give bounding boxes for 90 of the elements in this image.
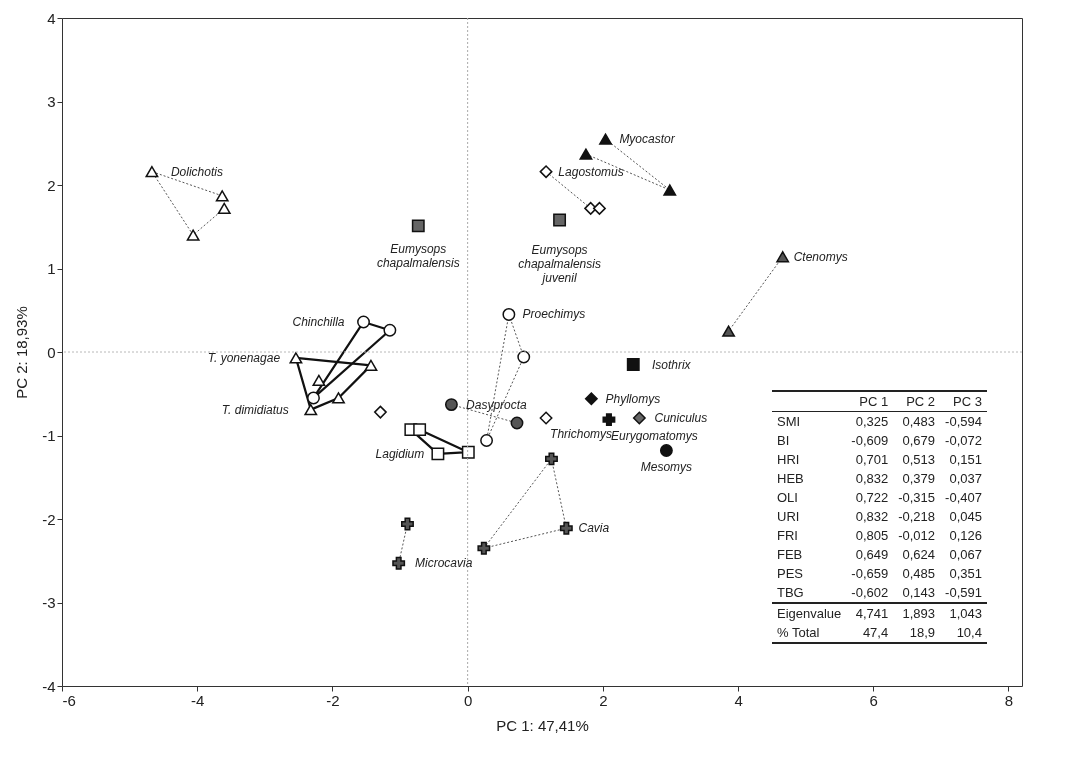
y-tick-label: 2 — [47, 176, 56, 194]
y-tick-label: -4 — [42, 677, 56, 695]
annotation: -0,407 — [944, 489, 983, 507]
annotation: Myocastor — [619, 132, 676, 147]
annotation: 0,351 — [948, 565, 983, 583]
annotation: Lagidium — [375, 446, 425, 461]
annotation: Mesomys — [640, 460, 693, 475]
annotation: OLI — [776, 489, 799, 507]
annotation: -0,012 — [897, 527, 937, 545]
y-axis-title: PC 2: 18,93% — [13, 306, 31, 399]
annotation: PC 3 — [952, 393, 983, 411]
annotation: BI — [776, 432, 791, 450]
annotation: -0,659 — [850, 565, 890, 583]
annotation: -0,218 — [897, 508, 937, 526]
annotation: Ctenomys — [793, 249, 848, 264]
annotation: 0,126 — [948, 527, 983, 545]
annotation: Eurygomatomys — [611, 429, 698, 444]
annotation: Cavia — [578, 521, 610, 536]
annotation: 0,805 — [854, 527, 890, 545]
annotation: -0,315 — [897, 489, 937, 507]
annotation: 0,325 — [854, 413, 890, 431]
annotation: 0,143 — [901, 584, 937, 602]
annotation: 0,483 — [901, 413, 937, 431]
annotation: FRI — [776, 527, 799, 545]
annotation: 1,893 — [901, 605, 937, 623]
annotation: T. dimidiatus — [221, 402, 289, 417]
annotation: HEB — [776, 470, 805, 488]
annotation: 0,624 — [901, 546, 937, 564]
annotation: 4,741 — [854, 605, 890, 623]
annotation: Dasyprocta — [466, 397, 528, 412]
annotation: Lagostomus — [558, 164, 624, 179]
annotation: Phyllomys — [605, 391, 661, 406]
annotation: 0,701 — [854, 451, 890, 469]
y-tick-label: 1 — [47, 260, 56, 277]
annotation: Eumysops chapalmalensis juvenil — [518, 242, 601, 285]
annotation: 10,4 — [955, 624, 983, 642]
annotation: 0,037 — [948, 470, 983, 488]
annotation: 0,485 — [901, 565, 937, 583]
annotation: Dolichotis — [170, 164, 223, 179]
annotation: Chinchilla — [292, 314, 345, 329]
annotation: PC 2 — [905, 393, 937, 411]
y-tick-label: -3 — [42, 594, 56, 611]
annotation: 47,4 — [861, 624, 890, 642]
annotation: 0,067 — [948, 546, 983, 564]
annotation: TBG — [776, 584, 805, 602]
annotation: % Total — [776, 624, 821, 642]
annotation: Proechimys — [522, 307, 586, 322]
annotation: PES — [776, 565, 804, 583]
x-tick-label: 8 — [1004, 691, 1014, 709]
annotation: -0,072 — [944, 432, 983, 450]
y-tick-label: -2 — [42, 510, 56, 528]
x-tick-label: 6 — [869, 691, 878, 709]
annotation: 0,679 — [901, 432, 937, 450]
y-tick-label: 3 — [47, 93, 56, 110]
annotation: Thrichomys — [550, 427, 613, 442]
annotation: 0,832 — [854, 508, 890, 526]
annotation: 18,9 — [908, 624, 937, 642]
x-tick-label: 4 — [734, 691, 743, 709]
annotation: 0,379 — [901, 470, 937, 488]
x-tick-label: -4 — [191, 691, 205, 709]
annotation: SMI — [776, 413, 802, 431]
x-tick-label: -6 — [62, 691, 76, 709]
annotation: 0,045 — [948, 508, 983, 526]
x-tick-label: 0 — [463, 691, 473, 709]
annotation: FEB — [776, 546, 804, 564]
annotation: Cuniculus — [654, 410, 708, 425]
annotation: -0,602 — [850, 584, 890, 602]
annotation: Microcavia — [415, 556, 473, 571]
annotation: 0,649 — [854, 546, 890, 564]
annotation: 0,722 — [854, 489, 890, 507]
annotation: Eumysops chapalmalensis — [376, 241, 460, 270]
annotation: 1,043 — [948, 605, 983, 623]
y-tick-label: -1 — [42, 427, 56, 444]
annotation: URI — [776, 508, 801, 526]
annotation: PC 1 — [858, 393, 890, 411]
annotation: -0,591 — [944, 584, 983, 602]
annotation: 0,151 — [948, 451, 983, 469]
annotation: Eigenvalue — [776, 605, 843, 623]
annotation: -0,594 — [944, 413, 983, 431]
annotation: T. yonenagae — [207, 350, 281, 365]
annotation: 0,832 — [854, 470, 890, 488]
x-tick-label: -2 — [326, 691, 340, 709]
y-tick-label: 4 — [47, 9, 56, 27]
x-tick-label: 2 — [599, 691, 608, 709]
x-axis-title: PC 1: 47,41% — [496, 716, 589, 734]
y-tick-label: 0 — [47, 343, 56, 361]
annotation: Isothrix — [651, 357, 692, 372]
annotation: 0,513 — [901, 451, 937, 469]
annotation: HRI — [776, 451, 801, 469]
annotation: -0,609 — [850, 432, 890, 450]
